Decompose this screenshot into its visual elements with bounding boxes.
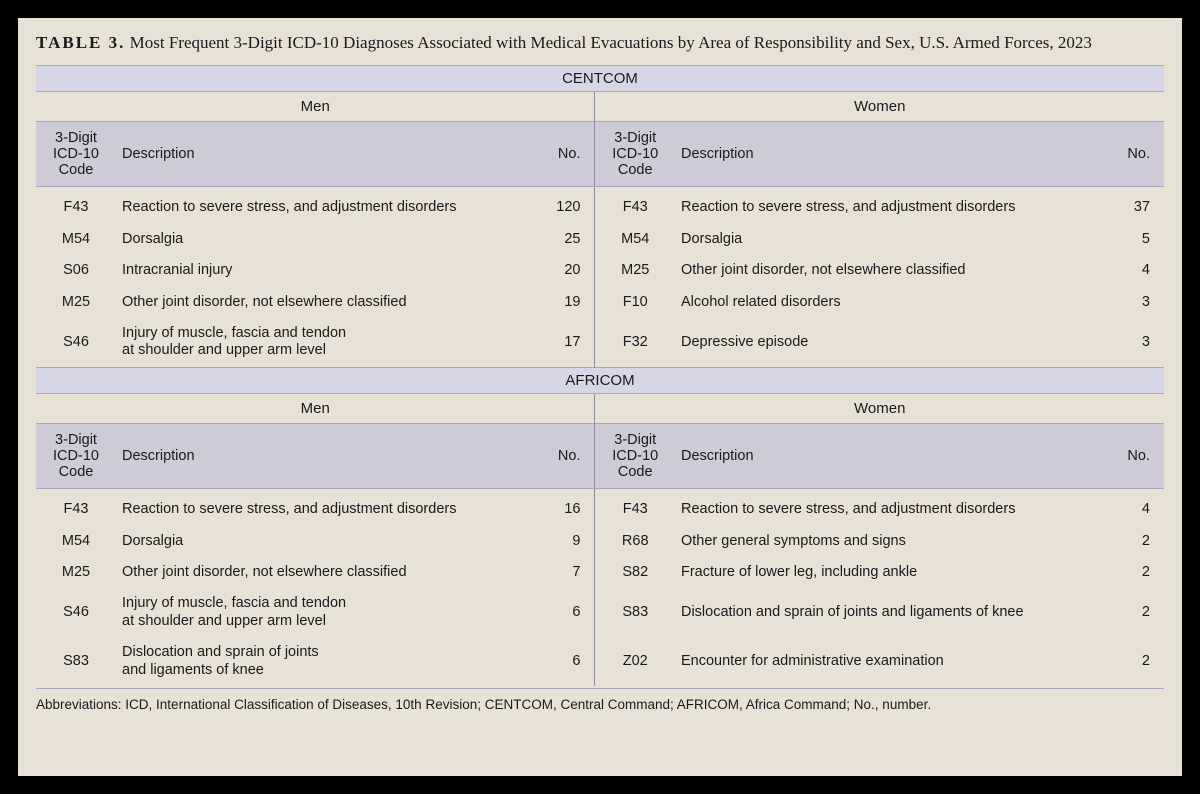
cell-desc: Other joint disorder, not elsewhere clas…	[675, 255, 1114, 286]
cell-no: 17	[545, 318, 595, 367]
cell-no: 4	[1114, 494, 1164, 525]
cell-desc: Other joint disorder, not elsewhere clas…	[116, 557, 545, 588]
cell-no: 2	[1114, 557, 1164, 588]
table-row: M54Dorsalgia9R68Other general symptoms a…	[36, 526, 1164, 557]
cell-no: 25	[545, 224, 595, 255]
cell-no: 6	[545, 588, 595, 637]
cell-no: 2	[1114, 588, 1164, 637]
cell-desc: Dorsalgia	[116, 224, 545, 255]
cell-no: 7	[545, 557, 595, 588]
table-title-text: Most Frequent 3-Digit ICD-10 Diagnoses A…	[130, 33, 1092, 52]
region-band: CENTCOM	[36, 65, 1164, 91]
cell-desc: Injury of muscle, fascia and tendonat sh…	[116, 588, 545, 637]
cell-no: 20	[545, 255, 595, 286]
cell-desc: Reaction to severe stress, and adjustmen…	[116, 494, 545, 525]
cell-code: S06	[36, 255, 116, 286]
col-header-no: No.	[1114, 423, 1164, 488]
sex-header-men: Men	[36, 91, 595, 121]
cell-code: M25	[36, 557, 116, 588]
table-row: S06Intracranial injury20M25Other joint d…	[36, 255, 1164, 286]
cell-code: M54	[36, 224, 116, 255]
sex-header-women: Women	[595, 91, 1164, 121]
cell-code: M54	[595, 224, 675, 255]
cell-no: 2	[1114, 637, 1164, 686]
cell-no: 6	[545, 637, 595, 686]
table-title: TABLE 3. Most Frequent 3-Digit ICD-10 Di…	[36, 32, 1164, 55]
cell-desc: Dorsalgia	[116, 526, 545, 557]
cell-code: M25	[36, 287, 116, 318]
sex-header-men: Men	[36, 393, 595, 423]
cell-code: F32	[595, 318, 675, 367]
table-row: S83Dislocation and sprain of jointsand l…	[36, 637, 1164, 686]
cell-desc: Dislocation and sprain of jointsand liga…	[116, 637, 545, 686]
cell-desc: Depressive episode	[675, 318, 1114, 367]
cell-desc: Dislocation and sprain of joints and lig…	[675, 588, 1114, 637]
sex-header-women: Women	[595, 393, 1164, 423]
table-row: F43Reaction to severe stress, and adjust…	[36, 192, 1164, 223]
cell-code: M54	[36, 526, 116, 557]
cell-desc: Fracture of lower leg, including ankle	[675, 557, 1114, 588]
cell-code: M25	[595, 255, 675, 286]
cell-no: 4	[1114, 255, 1164, 286]
cell-code: S46	[36, 318, 116, 367]
cell-code: S46	[36, 588, 116, 637]
col-header-desc: Description	[116, 423, 545, 488]
col-header-code: 3-DigitICD-10Code	[36, 423, 116, 488]
col-header-code: 3-DigitICD-10Code	[36, 121, 116, 186]
page-frame: TABLE 3. Most Frequent 3-Digit ICD-10 Di…	[0, 0, 1200, 794]
table-row: M54Dorsalgia25M54Dorsalgia5	[36, 224, 1164, 255]
col-header-no: No.	[545, 121, 595, 186]
cell-desc: Reaction to severe stress, and adjustmen…	[675, 494, 1114, 525]
table-footnote: Abbreviations: ICD, International Classi…	[36, 688, 1164, 712]
cell-desc: Other general symptoms and signs	[675, 526, 1114, 557]
col-header-no: No.	[545, 423, 595, 488]
cell-desc: Reaction to severe stress, and adjustmen…	[116, 192, 545, 223]
cell-code: R68	[595, 526, 675, 557]
cell-code: F43	[595, 192, 675, 223]
cell-code: S82	[595, 557, 675, 588]
cell-code: S83	[595, 588, 675, 637]
cell-no: 2	[1114, 526, 1164, 557]
cell-code: S83	[36, 637, 116, 686]
cell-no: 19	[545, 287, 595, 318]
cell-no: 16	[545, 494, 595, 525]
cell-no: 9	[545, 526, 595, 557]
region-band: AFRICOM	[36, 367, 1164, 393]
cell-code: Z02	[595, 637, 675, 686]
cell-no: 3	[1114, 318, 1164, 367]
cell-code: F10	[595, 287, 675, 318]
cell-desc: Injury of muscle, fascia and tendonat sh…	[116, 318, 545, 367]
cell-no: 37	[1114, 192, 1164, 223]
table-panel: TABLE 3. Most Frequent 3-Digit ICD-10 Di…	[18, 18, 1182, 776]
cell-code: F43	[36, 494, 116, 525]
cell-desc: Reaction to severe stress, and adjustmen…	[675, 192, 1114, 223]
table-row: M25Other joint disorder, not elsewhere c…	[36, 557, 1164, 588]
table-row: F43Reaction to severe stress, and adjust…	[36, 494, 1164, 525]
table-row: S46Injury of muscle, fascia and tendonat…	[36, 588, 1164, 637]
cell-desc: Intracranial injury	[116, 255, 545, 286]
cell-desc: Alcohol related disorders	[675, 287, 1114, 318]
cell-no: 120	[545, 192, 595, 223]
col-header-code: 3-DigitICD-10Code	[595, 423, 675, 488]
cell-desc: Encounter for administrative examination	[675, 637, 1114, 686]
table-label: TABLE 3.	[36, 33, 125, 52]
cell-code: F43	[36, 192, 116, 223]
col-header-desc: Description	[675, 121, 1114, 186]
cell-desc: Other joint disorder, not elsewhere clas…	[116, 287, 545, 318]
cell-no: 5	[1114, 224, 1164, 255]
col-header-code: 3-DigitICD-10Code	[595, 121, 675, 186]
cell-desc: Dorsalgia	[675, 224, 1114, 255]
col-header-desc: Description	[675, 423, 1114, 488]
cell-no: 3	[1114, 287, 1164, 318]
table-row: M25Other joint disorder, not elsewhere c…	[36, 287, 1164, 318]
col-header-no: No.	[1114, 121, 1164, 186]
col-header-desc: Description	[116, 121, 545, 186]
table-row: S46Injury of muscle, fascia and tendonat…	[36, 318, 1164, 367]
cell-code: F43	[595, 494, 675, 525]
diagnosis-table: CENTCOMMenWomen3-DigitICD-10CodeDescript…	[36, 65, 1164, 686]
